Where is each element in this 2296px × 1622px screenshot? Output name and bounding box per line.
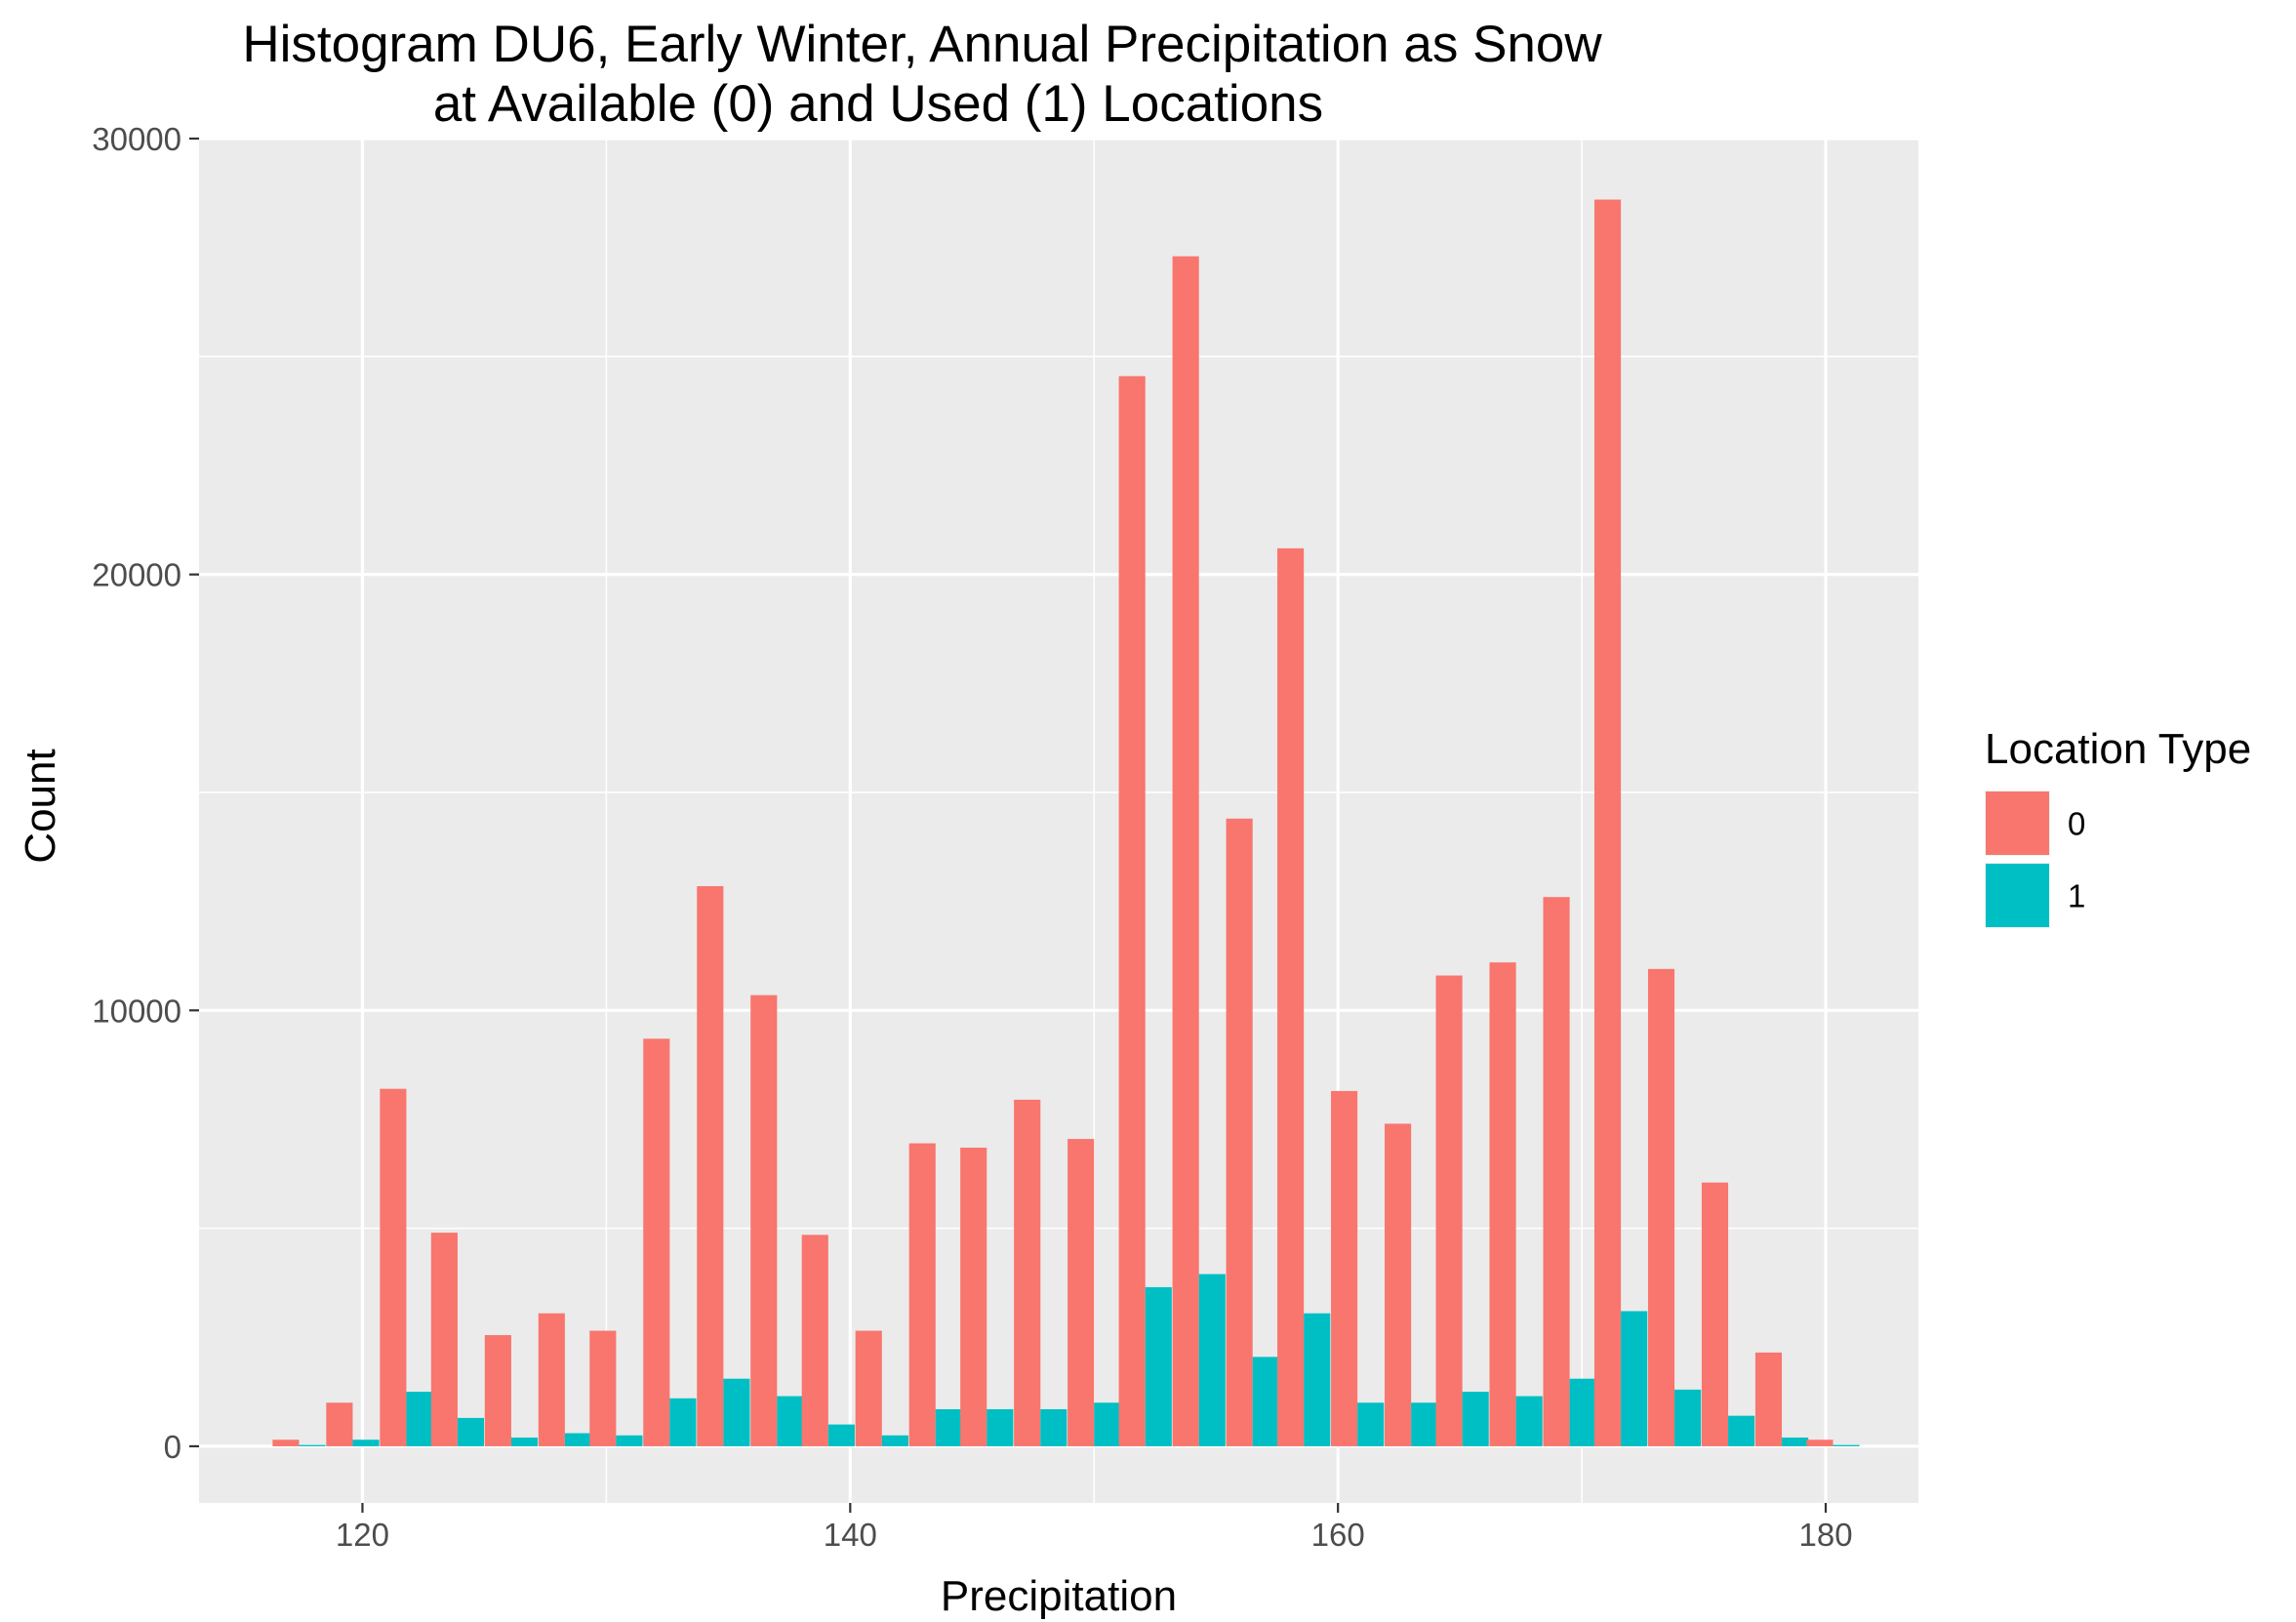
bar-series-0-bin-1	[326, 1402, 353, 1446]
bar-series-1-bin-18	[1252, 1357, 1279, 1446]
chart-subtitle: at Available (0) and Used (1) Locations	[433, 75, 1323, 133]
bar-series-0-bin-25	[1593, 199, 1622, 1446]
bar-series-1-bin-3	[457, 1417, 485, 1446]
bar-series-0-bin-14	[1014, 1099, 1041, 1446]
bar-series-0-bin-4	[484, 1335, 511, 1446]
bar-series-0-bin-16	[1118, 376, 1146, 1446]
bar-series-1-bin-17	[1198, 1274, 1226, 1446]
legend-key-swatch-1	[1986, 864, 2049, 927]
x-tick-label-1: 140	[824, 1517, 877, 1553]
bar-series-1-bin-6	[616, 1435, 643, 1446]
bar-series-1-bin-21	[1411, 1402, 1438, 1446]
bar-series-1-bin-29	[1833, 1444, 1860, 1446]
bar-series-0-bin-12	[908, 1143, 936, 1446]
bar-series-1-bin-22	[1462, 1392, 1489, 1446]
bar-series-0-bin-13	[960, 1147, 987, 1446]
bar-series-0-bin-6	[589, 1330, 617, 1446]
y-tick-label-0: 0	[164, 1429, 181, 1465]
bar-series-1-bin-20	[1357, 1402, 1385, 1446]
bar-series-0-bin-19	[1277, 547, 1305, 1446]
bar-series-1-bin-26	[1674, 1389, 1702, 1446]
legend: Location Type 0 1	[1985, 725, 2251, 928]
bar-series-1-bin-10	[827, 1424, 855, 1446]
bar-series-0-bin-20	[1331, 1090, 1358, 1446]
bar-series-0-bin-3	[430, 1233, 458, 1446]
y-tick-label-1: 10000	[92, 993, 181, 1029]
bar-series-1-bin-24	[1569, 1378, 1596, 1446]
bar-series-0-bin-22	[1435, 975, 1463, 1446]
y-tick-label-3: 30000	[92, 121, 181, 157]
bar-series-1-bin-5	[564, 1433, 592, 1446]
bar-series-0-bin-24	[1543, 897, 1570, 1446]
bar-series-0-bin-0	[272, 1440, 300, 1446]
legend-title: Location Type	[1985, 725, 2251, 773]
legend-key-swatch-0	[1986, 791, 2049, 855]
bar-series-1-bin-11	[881, 1435, 908, 1446]
bar-series-0-bin-9	[750, 994, 778, 1446]
histogram-bars	[272, 199, 1860, 1446]
bar-series-0-bin-2	[380, 1088, 407, 1446]
axis-ticks	[189, 137, 1828, 1513]
bar-series-1-bin-1	[352, 1440, 380, 1446]
bar-series-1-bin-14	[1040, 1408, 1067, 1446]
bar-series-0-bin-27	[1701, 1182, 1729, 1446]
y-axis-title: Count	[17, 749, 64, 863]
bar-series-1-bin-2	[406, 1392, 433, 1446]
bar-series-1-bin-9	[777, 1396, 804, 1446]
legend-label-1: 1	[2068, 878, 2085, 914]
x-axis-title: Precipitation	[941, 1572, 1177, 1620]
y-tick-label-2: 20000	[92, 557, 181, 593]
bar-series-1-bin-16	[1145, 1286, 1172, 1446]
bar-series-1-bin-8	[723, 1378, 750, 1446]
bar-series-0-bin-28	[1754, 1352, 1783, 1446]
plot-background	[199, 139, 1918, 1503]
bar-series-1-bin-25	[1621, 1311, 1648, 1446]
bar-series-1-bin-19	[1304, 1313, 1331, 1446]
bar-series-0-bin-23	[1489, 962, 1516, 1446]
axis-tick-labels: 120 140 160 180 0 10000 20000 30000	[92, 121, 1852, 1553]
bar-series-0-bin-15	[1067, 1139, 1095, 1446]
bar-series-0-bin-17	[1172, 256, 1199, 1446]
bar-series-1-bin-28	[1782, 1438, 1809, 1446]
bar-series-1-bin-12	[935, 1408, 962, 1446]
minor-gridlines	[199, 139, 1918, 1503]
bar-series-1-bin-0	[299, 1444, 326, 1446]
bar-series-1-bin-4	[510, 1438, 539, 1446]
bar-series-1-bin-7	[669, 1398, 697, 1446]
bar-series-0-bin-29	[1806, 1440, 1833, 1446]
bar-series-0-bin-21	[1385, 1123, 1412, 1446]
bar-series-1-bin-15	[1094, 1402, 1121, 1446]
x-tick-label-2: 160	[1311, 1517, 1365, 1553]
bar-series-0-bin-7	[643, 1038, 670, 1446]
bar-series-0-bin-26	[1647, 968, 1675, 1446]
bar-series-1-bin-23	[1515, 1396, 1543, 1446]
bar-series-0-bin-18	[1226, 818, 1253, 1446]
bar-series-0-bin-11	[855, 1330, 882, 1446]
bar-series-1-bin-13	[987, 1408, 1014, 1446]
x-tick-label-3: 180	[1798, 1517, 1852, 1553]
bar-series-0-bin-5	[538, 1313, 565, 1446]
bar-series-0-bin-8	[697, 885, 724, 1446]
x-tick-label-0: 120	[336, 1517, 389, 1553]
bar-series-0-bin-10	[801, 1235, 828, 1446]
legend-label-0: 0	[2068, 806, 2085, 842]
chart-title: Histogram DU6, Early Winter, Annual Prec…	[242, 16, 1602, 73]
bar-series-1-bin-27	[1728, 1415, 1755, 1446]
